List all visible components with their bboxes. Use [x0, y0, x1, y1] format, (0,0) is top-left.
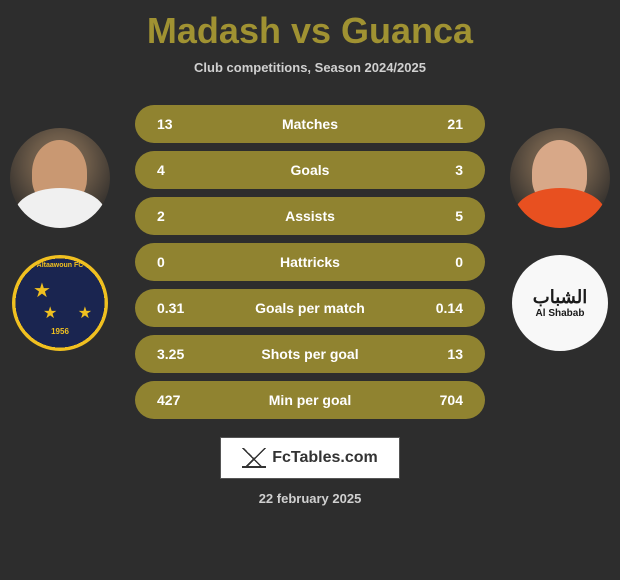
player-jersey-icon [515, 188, 605, 228]
footer-brand-logo: FcTables.com [220, 437, 400, 479]
stat-value-right: 21 [413, 116, 463, 132]
stat-value-left: 0 [157, 254, 207, 270]
stat-value-right: 13 [413, 346, 463, 362]
stats-container: 13 Matches 21 4 Goals 3 2 Assists 5 0 Ha… [135, 105, 485, 419]
stat-row: 0 Hattricks 0 [135, 243, 485, 281]
stat-label: Min per goal [207, 392, 413, 408]
stat-value-right: 5 [413, 208, 463, 224]
stat-value-right: 3 [413, 162, 463, 178]
stat-row: 2 Assists 5 [135, 197, 485, 235]
stat-value-left: 4 [157, 162, 207, 178]
club-logo-right: الشباب Al Shabab [512, 255, 608, 351]
stat-label: Goals per match [207, 300, 413, 316]
stat-value-left: 13 [157, 116, 207, 132]
stat-row: 427 Min per goal 704 [135, 381, 485, 419]
subtitle: Club competitions, Season 2024/2025 [0, 60, 620, 75]
stat-label: Matches [207, 116, 413, 132]
club-name-label: Altaawoun FC [15, 262, 105, 269]
stat-label: Hattricks [207, 254, 413, 270]
club-name-label: الشباب Al Shabab [533, 287, 587, 319]
page-title: Madash vs Guanca [0, 0, 620, 60]
date-label: 22 february 2025 [0, 491, 620, 506]
stat-value-left: 427 [157, 392, 207, 408]
player-photo-left [10, 128, 110, 228]
stat-value-left: 2 [157, 208, 207, 224]
stat-row: 3.25 Shots per goal 13 [135, 335, 485, 373]
stat-value-left: 3.25 [157, 346, 207, 362]
stat-label: Goals [207, 162, 413, 178]
chart-icon [242, 448, 266, 468]
stat-row: 0.31 Goals per match 0.14 [135, 289, 485, 327]
club-year-label: 1956 [15, 327, 105, 336]
stat-label: Assists [207, 208, 413, 224]
stat-label: Shots per goal [207, 346, 413, 362]
stat-row: 4 Goals 3 [135, 151, 485, 189]
stat-value-right: 704 [413, 392, 463, 408]
stat-value-left: 0.31 [157, 300, 207, 316]
stat-value-right: 0 [413, 254, 463, 270]
stat-value-right: 0.14 [413, 300, 463, 316]
stat-row: 13 Matches 21 [135, 105, 485, 143]
club-logo-left: Altaawoun FC 1956 [12, 255, 108, 351]
footer-brand-text: FcTables.com [272, 449, 378, 467]
player-photo-right [510, 128, 610, 228]
player-jersey-icon [15, 188, 105, 228]
